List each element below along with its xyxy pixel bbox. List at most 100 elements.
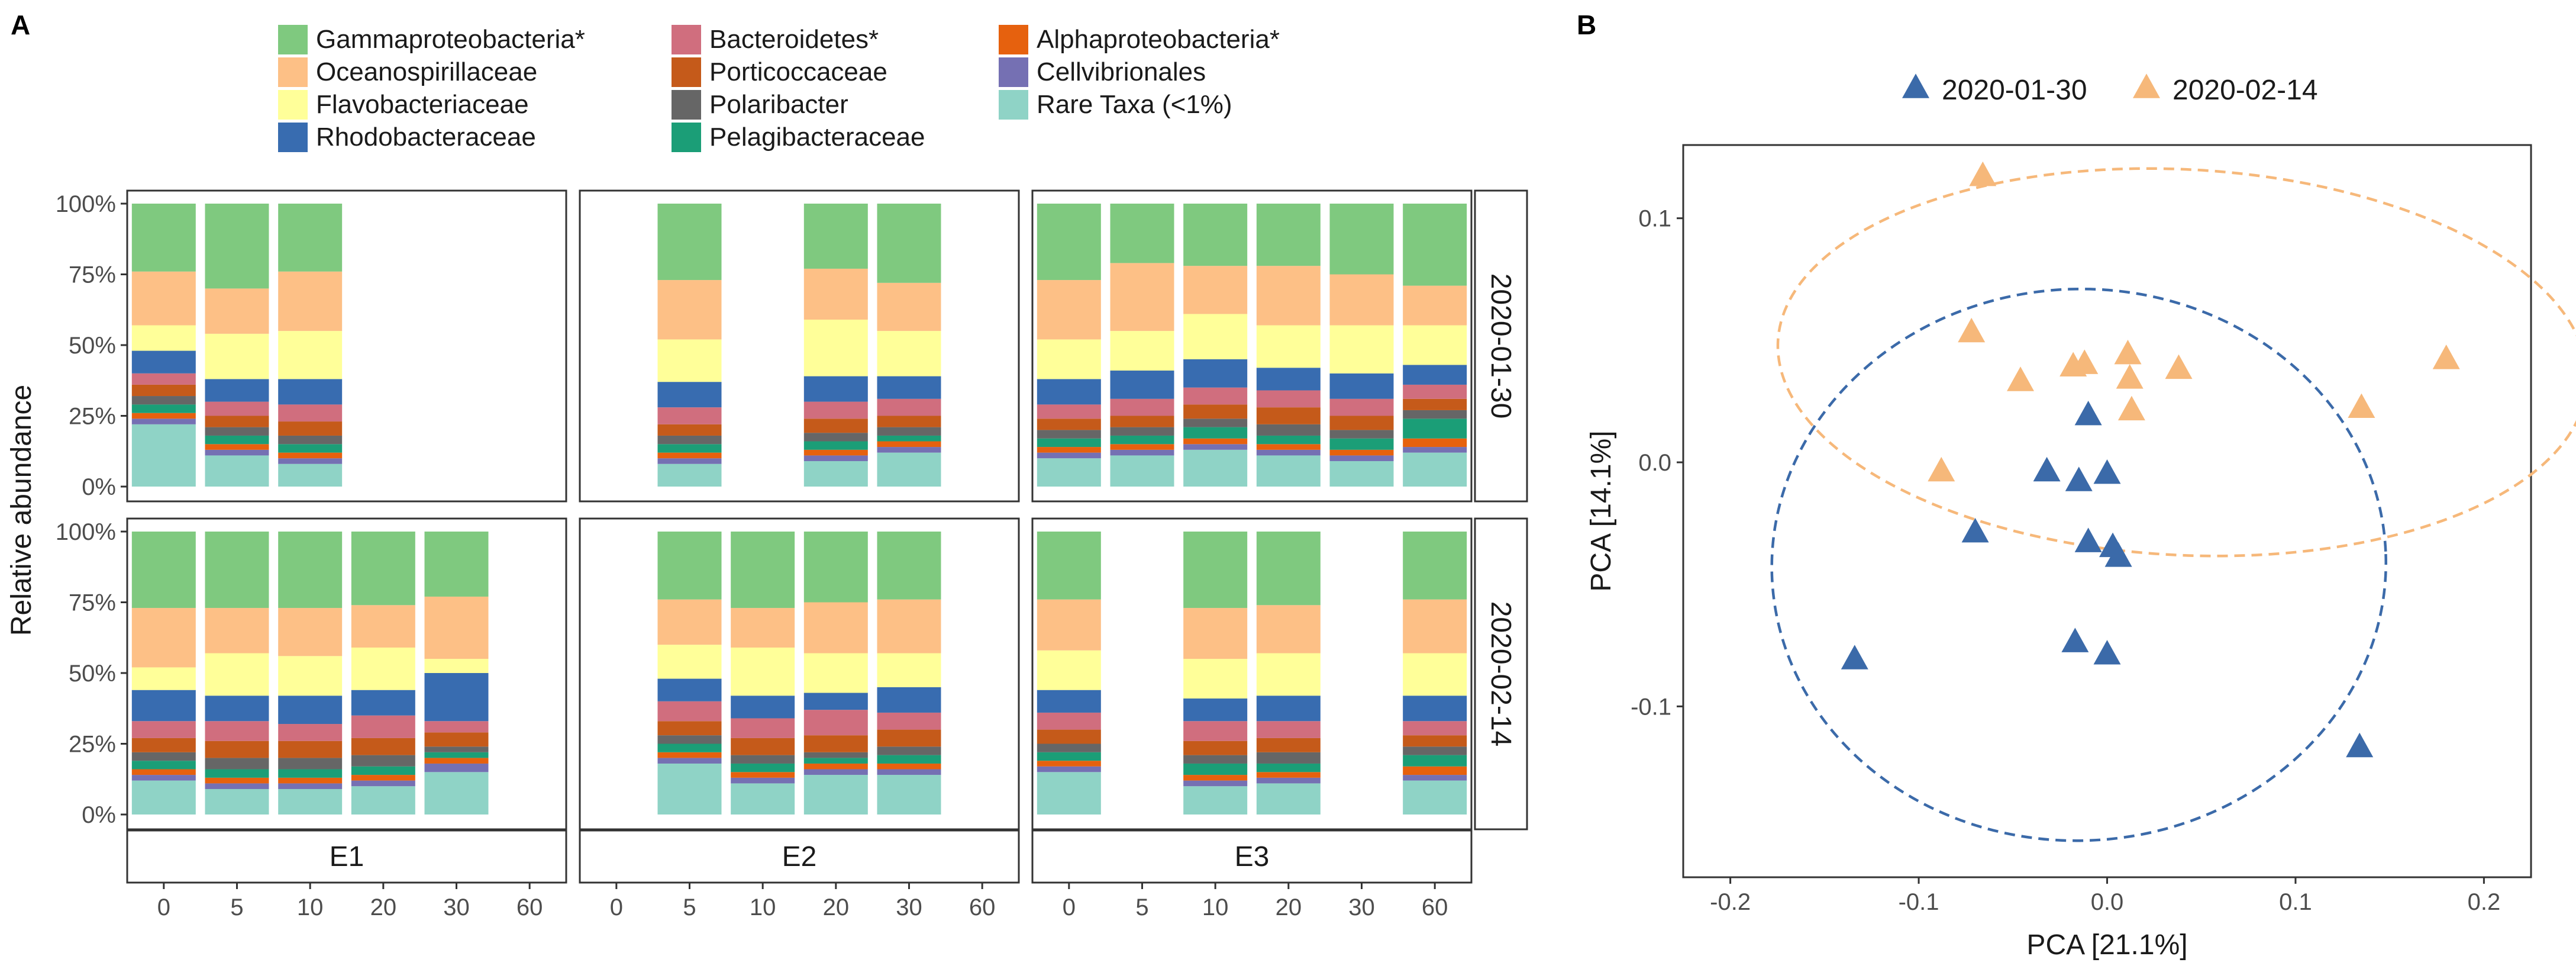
bar-segment-cellvibrionales (1037, 452, 1101, 459)
facet-2020-01-30-e3 (1031, 189, 1473, 503)
bar-segment-pelagibacteraceae (1256, 763, 1321, 772)
bar-2020-01-30-e1-10 (278, 204, 343, 487)
y-axis-title: Relative abundance (6, 385, 37, 636)
bar-segment-polaribacter (1329, 430, 1394, 439)
x-tick-label: 10 (297, 894, 324, 920)
bar-segment-pelagibacteraceae (131, 404, 196, 413)
bar-2020-01-30-e1-0 (131, 204, 196, 487)
bar-segment-bacteroidetes (1037, 712, 1101, 730)
facet-panel-border (126, 517, 567, 830)
bar-segment-alphaproteobacteria (1110, 444, 1174, 450)
x-tick-label: 30 (896, 894, 922, 920)
bar-segment-bacteroidetes (803, 710, 868, 736)
point-2020-02-14 (2007, 366, 2035, 391)
bar-segment-bacteroidetes (278, 724, 343, 741)
bar-segment-bacteroidetes (131, 721, 196, 738)
bar-segment-pelagibacteraceae (278, 769, 343, 778)
legend-swatch-rhodobacteraceae (278, 123, 308, 152)
point-2020-01-30 (2074, 401, 2102, 426)
point-2020-01-30 (2093, 640, 2121, 665)
bar-2020-01-30-e3-0 (1037, 204, 1101, 487)
point-2020-02-14 (2071, 349, 2099, 374)
ellipse-2020-01-30 (1770, 287, 2387, 842)
bar-segment-flavobacteriaceae (1403, 653, 1467, 696)
bar-segment-porticoccaceae (424, 732, 489, 747)
facet-panel-border (1031, 189, 1473, 503)
bar-segment-bacteroidetes (1110, 398, 1174, 416)
series-2020-01-30 (1841, 401, 2374, 758)
bar-segment-bacteroidetes (351, 715, 415, 738)
bar-segment-rhodobacteraceae (1183, 359, 1248, 388)
bar-segment-rare-taxa-1 (1403, 780, 1467, 815)
bar-segment-cellvibrionales (803, 455, 868, 461)
bar-segment-flavobacteriaceae (1037, 339, 1101, 379)
bar-segment-gammaproteobacteria (803, 532, 868, 603)
bar-segment-flavobacteriaceae (803, 653, 868, 693)
bar-segment-flavobacteriaceae (205, 333, 269, 379)
bar-segment-alphaproteobacteria (657, 452, 722, 459)
bar-segment-rhodobacteraceae (1037, 379, 1101, 405)
bar-segment-flavobacteriaceae (424, 659, 489, 673)
point-2020-01-30 (2033, 456, 2061, 482)
x-tick-label: 0.1 (2279, 889, 2312, 915)
bar-segment-pelagibacteraceae (131, 761, 196, 770)
bar-segment-flavobacteriaceae (1256, 653, 1321, 696)
facet-strip-2020-01-30 (1474, 189, 1528, 503)
ellipse-2020-02-14 (1776, 167, 2576, 558)
bar-segment-alphaproteobacteria (1403, 766, 1467, 775)
bar-segment-bacteroidetes (1403, 721, 1467, 736)
bar-segment-oceanospirillaceae (1183, 266, 1248, 314)
bar-segment-bacteroidetes (657, 701, 722, 722)
x-tick-label: 60 (1422, 894, 1448, 920)
bar-segment-polaribacter (1183, 418, 1248, 427)
legend-label-pelagibacteraceae: Pelagibacteraceae (709, 123, 925, 152)
bar-segment-gammaproteobacteria (131, 532, 196, 609)
bar-segment-gammaproteobacteria (657, 204, 722, 281)
x-tick-label: -0.2 (1710, 889, 1751, 915)
bar-segment-gammaproteobacteria (1256, 204, 1321, 266)
point-2020-02-14 (2114, 339, 2142, 365)
bar-segment-flavobacteriaceae (1403, 325, 1467, 365)
panel-a-label: A (11, 9, 30, 40)
bar-segment-porticoccaceae (1037, 729, 1101, 744)
bar-2020-01-30-e2-5 (657, 204, 722, 487)
bar-segment-flavobacteriaceae (1256, 325, 1321, 368)
bar-segment-flavobacteriaceae (278, 656, 343, 696)
bar-segment-rhodobacteraceae (424, 673, 489, 722)
point-2020-02-14 (1969, 161, 1997, 186)
facet-strip-label-2020-01-30: 2020-01-30 (1485, 273, 1516, 419)
bar-segment-porticoccaceae (657, 721, 722, 736)
facet-2020-02-14-e2 (579, 517, 1020, 830)
y-tick-label: 0.0 (1638, 450, 1671, 476)
bar-segment-pelagibacteraceae (278, 444, 343, 453)
bar-segment-oceanospirillaceae (657, 599, 722, 645)
x-tick-label: 30 (1348, 894, 1375, 920)
bar-segment-gammaproteobacteria (1037, 532, 1101, 600)
bar-segment-rare-taxa-1 (803, 775, 868, 815)
bar-segment-porticoccaceae (1256, 407, 1321, 424)
bar-segment-porticoccaceae (877, 729, 941, 747)
bar-segment-oceanospirillaceae (1403, 599, 1467, 653)
x-tick-label: 0 (157, 894, 170, 920)
bar-segment-porticoccaceae (205, 416, 269, 427)
bar-segment-alphaproteobacteria (278, 777, 343, 784)
bar-segment-porticoccaceae (1183, 404, 1248, 419)
y-tick-label: 0.1 (1638, 206, 1671, 232)
bar-2020-02-14-e1-0 (131, 532, 196, 815)
bar-segment-oceanospirillaceae (1110, 263, 1174, 331)
bar-segment-cellvibrionales (731, 777, 795, 784)
bar-segment-rhodobacteraceae (803, 376, 868, 402)
bar-segment-gammaproteobacteria (1037, 204, 1101, 281)
bar-segment-rare-taxa-1 (1110, 455, 1174, 487)
point-2020-01-30 (2074, 527, 2102, 552)
bar-segment-rhodobacteraceae (1037, 690, 1101, 713)
point-2020-02-14 (1958, 317, 1986, 343)
bar-2020-01-30-e3-5 (1110, 204, 1174, 487)
bar-2020-02-14-e2-20 (803, 532, 868, 815)
bar-segment-cellvibrionales (877, 447, 941, 453)
point-2020-02-14 (2117, 395, 2145, 421)
bar-segment-porticoccaceae (205, 741, 269, 758)
point-2020-01-30 (1841, 645, 1868, 669)
bar-segment-polaribacter (1037, 430, 1101, 439)
y-tick-label: 25% (69, 732, 116, 758)
